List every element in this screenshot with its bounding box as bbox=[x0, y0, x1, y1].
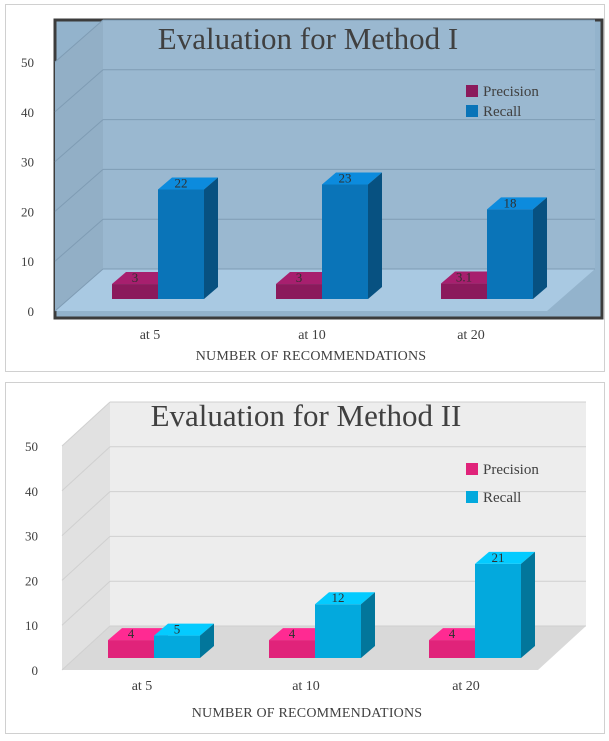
legend-swatch-recall bbox=[466, 491, 478, 503]
chart-title: Evaluation for Method I bbox=[158, 21, 458, 56]
legend-swatch-precision bbox=[466, 85, 478, 97]
bar-front bbox=[154, 635, 200, 658]
chart-method-2: 0 10 20 30 40 50 4 5 at 5 4 12 at 10 4 21 at 20 NUMBER … bbox=[25, 398, 586, 721]
bar-front bbox=[108, 640, 154, 658]
bar-recall-at-5 bbox=[158, 177, 218, 299]
y-tick-label: 50 bbox=[25, 439, 38, 454]
y-tick-label: 40 bbox=[25, 484, 38, 499]
y-tick-label: 0 bbox=[32, 663, 39, 678]
bar-side bbox=[361, 592, 375, 658]
bar-recall-at-20 bbox=[475, 551, 535, 658]
y-tick-label: 10 bbox=[25, 618, 38, 633]
bar-top bbox=[441, 271, 501, 284]
y-tick-label: 30 bbox=[25, 529, 38, 544]
bar-top bbox=[475, 551, 535, 564]
x-axis-label: NUMBER OF RECOMMENDATIONS bbox=[192, 706, 423, 721]
gridline-side bbox=[54, 218, 104, 262]
data-label-recall-at-20: 18 bbox=[504, 195, 517, 210]
data-label-recall-at-10: 12 bbox=[332, 590, 345, 605]
x-tick-label: at 20 bbox=[457, 328, 485, 343]
y-tick-label: 20 bbox=[25, 573, 38, 588]
gridline-side bbox=[54, 19, 104, 63]
bar-top bbox=[487, 197, 547, 210]
data-label-recall-at-5: 5 bbox=[174, 622, 181, 637]
data-label-precision-at-20: 3.1 bbox=[456, 270, 472, 285]
bar-front bbox=[475, 563, 521, 658]
bar-recall-at-5 bbox=[154, 623, 214, 658]
y-tick-label: 50 bbox=[21, 55, 34, 70]
bar-top bbox=[322, 172, 382, 185]
bar-side bbox=[204, 177, 218, 299]
legend: Precision Recall bbox=[466, 84, 539, 120]
bar-top bbox=[315, 592, 375, 605]
gridline-side bbox=[61, 536, 111, 581]
chart-method-1: 0 10 20 30 40 50 3 22 at 5 3 23 at 10 3.1 18 at 20 NUMB… bbox=[21, 18, 604, 364]
gridline-side bbox=[61, 491, 111, 536]
legend: Precision Recall bbox=[466, 462, 539, 506]
bar-recall-at-20 bbox=[487, 197, 547, 299]
gridline-side bbox=[54, 169, 104, 212]
bar-front bbox=[112, 284, 158, 299]
bar-front bbox=[441, 283, 487, 299]
bar-side bbox=[533, 197, 547, 299]
gridline-side bbox=[61, 446, 111, 492]
side-wall bbox=[62, 402, 110, 670]
data-label-precision-at-5: 3 bbox=[132, 270, 139, 285]
bar-top bbox=[269, 628, 329, 641]
bar-top bbox=[429, 628, 489, 641]
bar-front bbox=[487, 209, 533, 299]
y-tick-label: 0 bbox=[28, 304, 35, 319]
legend-label-precision: Precision bbox=[483, 462, 539, 478]
data-label-precision-at-5: 4 bbox=[128, 626, 135, 641]
data-label-recall-at-10: 23 bbox=[339, 170, 352, 185]
x-tick-label: at 5 bbox=[140, 328, 161, 343]
data-label-precision-at-20: 4 bbox=[449, 626, 456, 641]
y-tick-label: 10 bbox=[21, 254, 34, 269]
x-tick-label: at 20 bbox=[452, 679, 480, 694]
data-label-recall-at-5: 22 bbox=[175, 175, 188, 190]
bar-top bbox=[112, 272, 172, 285]
gridline-side bbox=[54, 119, 104, 162]
bar-side bbox=[368, 172, 382, 299]
gridline-side bbox=[61, 580, 111, 626]
bar-front bbox=[276, 284, 322, 299]
bar-side bbox=[521, 551, 535, 658]
bar-front bbox=[158, 189, 204, 299]
x-tick-label: at 5 bbox=[132, 679, 153, 694]
bar-front bbox=[315, 604, 361, 658]
data-label-recall-at-20: 21 bbox=[492, 550, 505, 565]
chart-panel-method-1: 0 10 20 30 40 50 3 22 at 5 3 23 at 10 3.1 18 at 20 NUMB… bbox=[5, 4, 605, 372]
bar-top bbox=[154, 623, 214, 636]
gridline-side bbox=[54, 268, 104, 312]
bar-top bbox=[158, 177, 218, 190]
bar-recall-at-10 bbox=[315, 592, 375, 658]
legend-label-recall: Recall bbox=[483, 490, 521, 506]
gridline-side bbox=[61, 625, 111, 671]
bar-front bbox=[429, 640, 475, 658]
side-wall bbox=[55, 20, 103, 311]
data-label-precision-at-10: 4 bbox=[289, 626, 296, 641]
gridline-side bbox=[54, 69, 104, 113]
y-tick-label: 20 bbox=[21, 204, 34, 219]
chart-title: Evaluation for Method II bbox=[151, 398, 462, 433]
bar-side bbox=[200, 623, 214, 658]
legend-swatch-recall bbox=[466, 105, 478, 117]
y-tick-label: 30 bbox=[21, 155, 34, 170]
bar-recall-at-10 bbox=[322, 172, 382, 299]
x-tick-label: at 10 bbox=[292, 679, 320, 694]
chart-panel-method-2: 0 10 20 30 40 50 4 5 at 5 4 12 at 10 4 21 at 20 NUMBER … bbox=[5, 382, 605, 734]
bar-front bbox=[322, 184, 368, 299]
gridline-side bbox=[61, 401, 111, 447]
legend-swatch-precision bbox=[466, 463, 478, 475]
x-axis-label: NUMBER OF RECOMMENDATIONS bbox=[196, 349, 427, 364]
bar-front bbox=[269, 640, 315, 658]
y-tick-label: 40 bbox=[21, 105, 34, 120]
data-label-precision-at-10: 3 bbox=[296, 270, 303, 285]
x-tick-label: at 10 bbox=[298, 328, 326, 343]
bar-top bbox=[108, 628, 168, 641]
bar-top bbox=[276, 272, 336, 285]
legend-label-recall: Recall bbox=[483, 104, 521, 120]
legend-label-precision: Precision bbox=[483, 84, 539, 100]
